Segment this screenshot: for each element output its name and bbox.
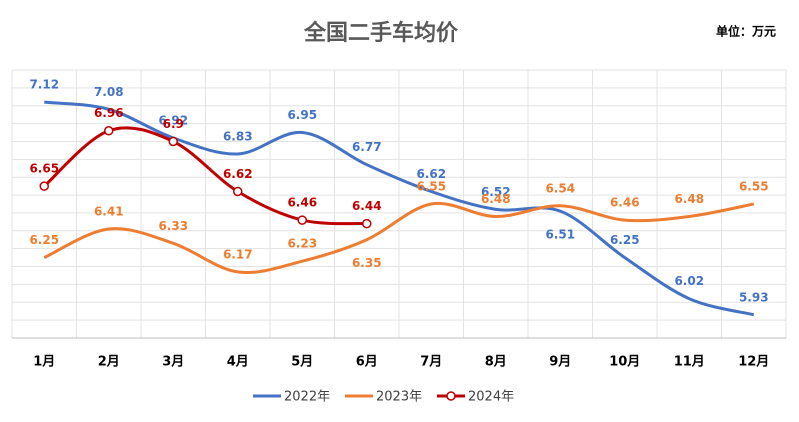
x-tick-label: 1月	[33, 355, 55, 370]
x-tick-label: 9月	[549, 355, 571, 370]
legend-marker	[446, 391, 456, 401]
data-label: 6.92	[158, 113, 188, 127]
data-label: 6.02	[674, 274, 704, 288]
series-line	[44, 100, 755, 317]
data-label: 6.62	[416, 167, 446, 181]
data-label: 6.33	[158, 219, 188, 233]
marker	[362, 218, 372, 229]
data-label: 7.08	[94, 85, 124, 99]
x-tick-label: 4月	[227, 355, 249, 370]
data-label: 6.51	[545, 228, 575, 242]
data-label: 7.12	[29, 78, 59, 92]
marker	[39, 181, 49, 191]
x-tick-label: 3月	[162, 355, 184, 370]
x-tick-label: 5月	[291, 355, 313, 370]
data-label: 6.62	[223, 167, 253, 181]
data-label: 6.46	[610, 196, 640, 210]
marker	[104, 125, 114, 136]
data-label: 6.54	[545, 181, 575, 195]
data-label: 6.48	[481, 192, 511, 206]
x-tick-label: 7月	[420, 355, 442, 370]
x-tick-label: 8月	[485, 355, 507, 370]
data-label: 6.44	[352, 199, 382, 213]
series-line	[43, 201, 755, 274]
chart-title: 全国二手车均价	[303, 20, 459, 46]
legend-label: 2023年	[376, 390, 422, 405]
legend-label: 2024年	[468, 390, 514, 405]
marker	[168, 136, 178, 147]
data-label: 6.55	[739, 180, 769, 194]
unit-label: 单位：万元	[716, 24, 776, 39]
legend-label: 2022年	[284, 390, 330, 405]
x-tick-label: 2月	[98, 355, 120, 370]
data-label: 6.17	[223, 247, 253, 261]
data-label: 6.48	[674, 192, 704, 206]
data-label: 6.65	[29, 162, 59, 176]
data-label: 6.77	[352, 140, 382, 154]
data-label: 6.55	[416, 180, 446, 194]
data-label: 6.83	[223, 129, 253, 143]
data-label: 6.96	[94, 106, 124, 120]
data-label: 6.52	[481, 185, 511, 199]
x-tick-label: 6月	[356, 355, 378, 370]
x-tick-label: 12月	[738, 355, 769, 370]
data-label: 6.95	[287, 108, 317, 122]
marker	[297, 215, 307, 225]
x-tick-label: 11月	[674, 355, 705, 370]
data-label: 6.23	[287, 237, 317, 251]
data-label: 6.25	[610, 233, 640, 247]
data-label: 5.93	[739, 290, 769, 304]
data-label: 6.41	[94, 205, 124, 219]
data-label: 6.9	[163, 117, 184, 131]
data-label: 6.46	[287, 196, 317, 210]
data-label: 6.35	[352, 256, 382, 270]
data-label: 6.25	[29, 233, 59, 247]
x-tick-label: 10月	[609, 355, 640, 370]
marker	[233, 186, 243, 197]
